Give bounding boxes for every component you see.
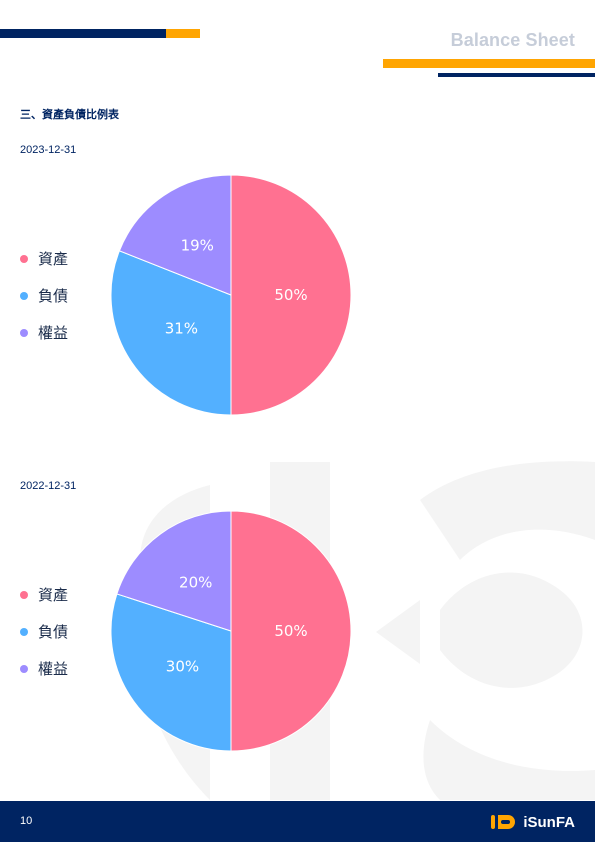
document-title: Balance Sheet (450, 30, 575, 50)
legend-dot-equity (20, 329, 28, 337)
legend-label: 權益 (38, 324, 69, 342)
pie-slice-assets (230, 510, 352, 752)
footer: 10 iSunFA (0, 801, 595, 842)
legend-dot-assets (20, 255, 28, 263)
pie-slice-label: 30% (166, 657, 199, 675)
legend-label: 資產 (38, 586, 69, 604)
legend-dot-liabilities (20, 628, 28, 636)
header-bar-gold-right (383, 59, 595, 68)
legend-label: 權益 (38, 660, 69, 678)
legend-label: 負債 (38, 623, 69, 641)
header-bar-gold (166, 29, 200, 38)
pie-slice-equity (116, 510, 232, 632)
legend-dot-liabilities (20, 292, 28, 300)
pie-slice-equity (118, 174, 232, 296)
isunfa-logo-icon (491, 815, 516, 829)
pie-slice-label: 20% (179, 573, 212, 591)
legend-label: 資產 (38, 250, 69, 268)
pie-slice-label: 31% (165, 320, 198, 338)
pie-slice-label: 50% (274, 286, 307, 304)
pie-slice-label: 50% (274, 622, 307, 640)
brand-name: iSunFA (523, 813, 575, 831)
pie-slice-liabilities (110, 250, 232, 416)
page-number: 10 (20, 815, 33, 827)
chart-date-label: 2023-12-31 (20, 144, 77, 156)
brand: iSunFA (491, 812, 575, 832)
pie-slice-assets (230, 174, 352, 416)
legend-label: 負債 (38, 287, 69, 305)
header-bar-navy (0, 29, 166, 38)
legend-dot-assets (20, 591, 28, 599)
legend-dot-equity (20, 665, 28, 673)
pie-slice-liabilities (110, 593, 232, 752)
chart-date-label: 2022-12-31 (20, 480, 77, 492)
header-bar-navy-right (438, 73, 595, 77)
section-heading: 三、資產負債比例表 (20, 108, 119, 121)
pie-slice-label: 19% (181, 236, 214, 254)
